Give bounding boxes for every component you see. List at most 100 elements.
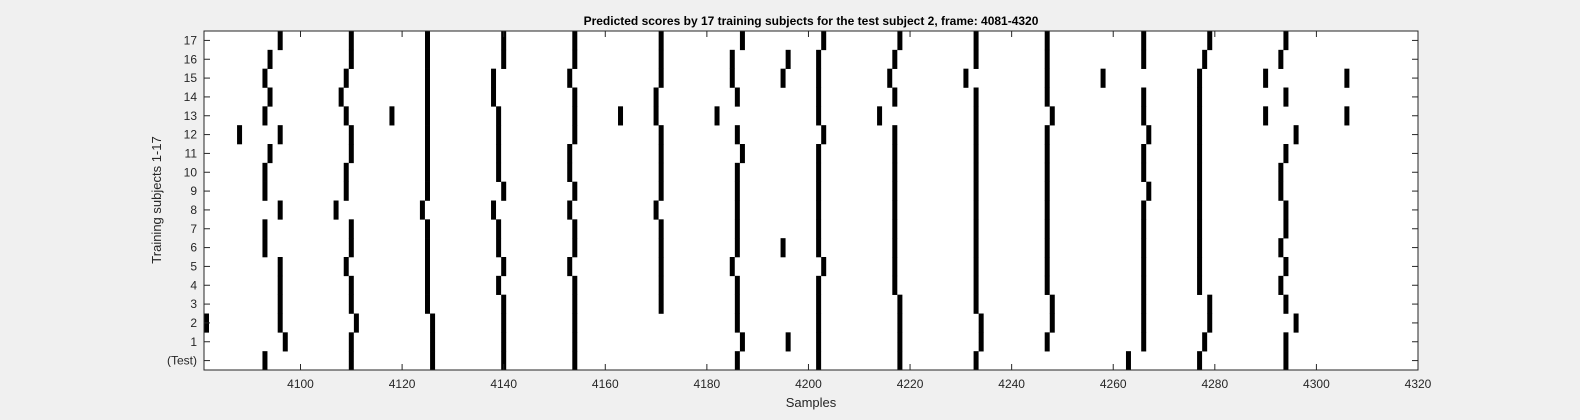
- raster-mark: [1125, 351, 1131, 371]
- raster-mark: [816, 68, 822, 88]
- raster-mark: [424, 162, 430, 182]
- raster-mark: [1141, 313, 1147, 333]
- raster-mark: [973, 219, 979, 239]
- raster-mark: [734, 181, 740, 201]
- raster-mark: [1044, 31, 1050, 51]
- raster-mark: [1141, 219, 1147, 239]
- raster-mark: [1197, 238, 1203, 258]
- raster-mark: [816, 219, 822, 239]
- raster-mark: [1044, 332, 1050, 352]
- raster-mark: [282, 332, 288, 352]
- raster-mark: [658, 238, 664, 258]
- raster-mark: [1044, 162, 1050, 182]
- raster-mark: [816, 313, 822, 333]
- chart-title: Predicted scores by 17 training subjects…: [584, 14, 1039, 28]
- raster-mark: [572, 87, 578, 107]
- raster-mark: [816, 275, 822, 295]
- raster-mark: [729, 68, 735, 88]
- raster-mark: [262, 181, 268, 201]
- raster-mark: [1044, 219, 1050, 239]
- raster-mark: [496, 219, 502, 239]
- raster-mark: [877, 106, 883, 126]
- raster-mark: [816, 294, 822, 314]
- raster-mark: [1197, 87, 1203, 107]
- raster-mark: [658, 257, 664, 277]
- raster-mark: [348, 49, 354, 69]
- raster-mark: [1197, 351, 1203, 371]
- raster-mark: [1141, 106, 1147, 126]
- y-tick-label: 7: [190, 222, 197, 236]
- x-tick-label: 4120: [389, 377, 416, 391]
- raster-mark: [618, 106, 624, 126]
- raster-mark: [424, 87, 430, 107]
- raster-mark: [1278, 49, 1284, 69]
- x-tick-label: 4220: [897, 377, 924, 391]
- raster-mark: [348, 125, 354, 145]
- raster-mark: [734, 200, 740, 220]
- raster-mark: [973, 351, 979, 371]
- raster-mark: [491, 68, 497, 88]
- raster-mark: [277, 31, 283, 51]
- raster-mark: [1344, 68, 1350, 88]
- raster-mark: [262, 162, 268, 182]
- raster-mark: [973, 294, 979, 314]
- raster-mark: [1141, 238, 1147, 258]
- raster-mark: [887, 68, 893, 88]
- raster-mark: [658, 275, 664, 295]
- raster-mark: [963, 68, 969, 88]
- raster-mark: [424, 144, 430, 164]
- raster-mark: [816, 87, 822, 107]
- raster-mark: [424, 181, 430, 201]
- raster-mark: [1100, 68, 1106, 88]
- raster-mark: [1283, 332, 1289, 352]
- y-tick-label: 3: [190, 297, 197, 311]
- raster-mark: [572, 275, 578, 295]
- raster-mark: [572, 351, 578, 371]
- raster-mark: [658, 219, 664, 239]
- x-tick-label: 4100: [287, 377, 314, 391]
- raster-mark: [892, 144, 898, 164]
- raster-mark: [816, 49, 822, 69]
- raster-mark: [348, 144, 354, 164]
- y-tick-label: 1: [190, 335, 197, 349]
- raster-mark: [892, 238, 898, 258]
- y-tick-label: 14: [184, 90, 198, 104]
- raster-mark: [572, 332, 578, 352]
- raster-mark: [277, 200, 283, 220]
- raster-mark: [897, 294, 903, 314]
- raster-mark: [816, 144, 822, 164]
- y-tick-label: 17: [184, 33, 198, 47]
- y-tick-label: 15: [184, 71, 198, 85]
- raster-mark: [1141, 87, 1147, 107]
- raster-mark: [501, 31, 507, 51]
- raster-mark: [658, 125, 664, 145]
- x-tick-label: 4140: [490, 377, 517, 391]
- raster-mark: [714, 106, 720, 126]
- raster-mark: [973, 181, 979, 201]
- raster-mark: [973, 87, 979, 107]
- x-tick-label: 4320: [1405, 377, 1432, 391]
- y-tick-label: 10: [184, 165, 198, 179]
- raster-mark: [1197, 162, 1203, 182]
- raster-mark: [1141, 275, 1147, 295]
- raster-mark: [348, 332, 354, 352]
- raster-mark: [729, 49, 735, 69]
- raster-mark: [653, 200, 659, 220]
- raster-mark: [1049, 106, 1055, 126]
- raster-mark: [1344, 106, 1350, 126]
- raster-mark: [892, 200, 898, 220]
- raster-mark: [496, 125, 502, 145]
- raster-mark: [734, 275, 740, 295]
- raster-mark: [658, 49, 664, 69]
- raster-mark: [424, 49, 430, 69]
- y-tick-label: 13: [184, 109, 198, 123]
- raster-mark: [973, 144, 979, 164]
- x-tick-label: 4280: [1201, 377, 1228, 391]
- raster-mark: [1207, 313, 1213, 333]
- raster-mark: [496, 106, 502, 126]
- x-tick-label: 4300: [1303, 377, 1330, 391]
- raster-mark: [1207, 294, 1213, 314]
- raster-mark: [892, 275, 898, 295]
